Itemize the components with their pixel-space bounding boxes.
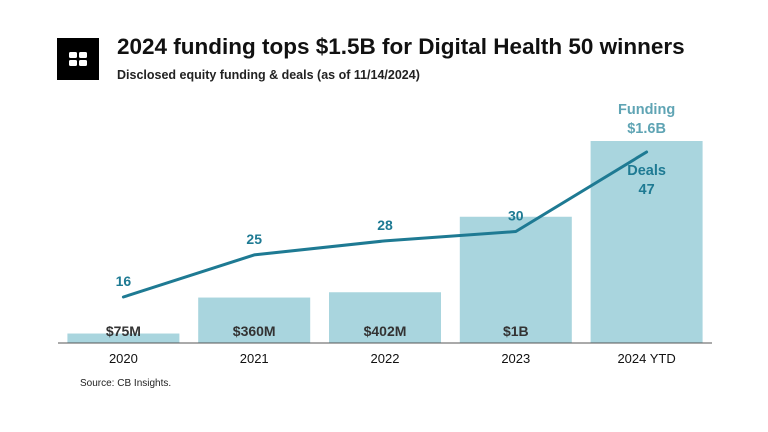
legend-deals-title: Deals xyxy=(627,163,666,179)
funding-value-label: $1B xyxy=(503,323,529,339)
funding-bars xyxy=(67,141,703,343)
x-tick-label: 2023 xyxy=(501,351,530,366)
cb-insights-logo-icon xyxy=(57,38,99,80)
x-tick-label: 2022 xyxy=(371,351,400,366)
source-note: Source: CB Insights. xyxy=(80,378,172,389)
funding-value-label: $360M xyxy=(233,323,276,339)
funding-bar xyxy=(459,216,572,343)
data-labels: $75M $360M $402M $1B 16 25 28 30 xyxy=(106,208,529,339)
funding-bar xyxy=(67,333,180,343)
deals-value-label: 16 xyxy=(116,273,132,289)
deals-line xyxy=(121,150,649,299)
funding-bar xyxy=(198,297,311,343)
legend-funding-title: Funding xyxy=(618,102,675,118)
x-axis-tick-labels: 2020 2021 2022 2023 2024 YTD xyxy=(109,351,676,366)
x-tick-label: 2021 xyxy=(240,351,269,366)
funding-value-label: $402M xyxy=(364,323,407,339)
deals-value-label: 28 xyxy=(377,217,393,233)
deals-value-label: 25 xyxy=(246,231,262,247)
legend-funding-value: $1.6B xyxy=(627,121,666,137)
deals-line-series xyxy=(121,150,649,299)
x-tick-label: 2024 YTD xyxy=(617,351,675,366)
legend-deals-value: 47 xyxy=(639,182,655,198)
funding-bar xyxy=(329,292,441,343)
chart-subtitle: Disclosed equity funding & deals (as of … xyxy=(117,68,420,82)
funding-value-label: $75M xyxy=(106,323,141,339)
chart-title: 2024 funding tops $1.5B for Digital Heal… xyxy=(117,34,685,59)
deals-value-label: 30 xyxy=(508,208,524,224)
x-tick-label: 2020 xyxy=(109,351,138,366)
